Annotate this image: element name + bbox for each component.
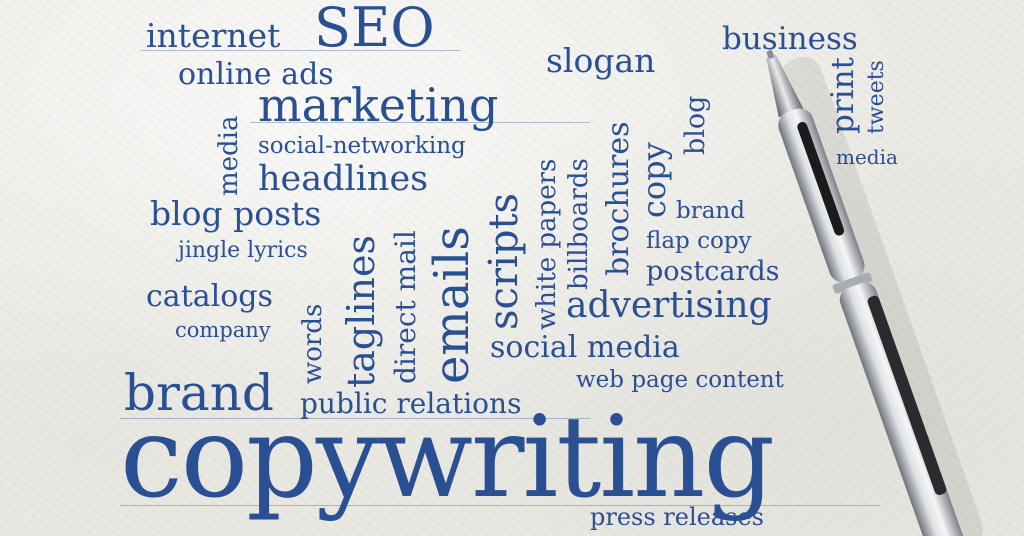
word-brand-small: brand bbox=[676, 198, 745, 224]
word-seo: SEO bbox=[314, 0, 435, 59]
word-public-relations: public relations bbox=[300, 387, 522, 420]
word-online-ads: online ads bbox=[178, 57, 334, 92]
guide-line bbox=[250, 122, 590, 123]
guide-line bbox=[120, 418, 590, 419]
word-web-page-content: web page content bbox=[576, 367, 784, 393]
word-brand-large: brand bbox=[124, 364, 274, 422]
word-social-networking: social-networking bbox=[258, 133, 466, 159]
word-marketing: marketing bbox=[258, 78, 499, 132]
word-postcards: postcards bbox=[646, 256, 780, 287]
word-business: business bbox=[722, 21, 858, 57]
word-copywriting: copywriting bbox=[120, 393, 775, 523]
word-social-media: social media bbox=[490, 330, 680, 365]
word-media-right: media bbox=[836, 145, 898, 169]
word-flap-copy: flap copy bbox=[646, 228, 752, 254]
word-catalogs: catalogs bbox=[146, 279, 273, 314]
guide-line bbox=[120, 505, 880, 506]
word-headlines: headlines bbox=[258, 159, 429, 199]
word-blog-posts: blog posts bbox=[150, 194, 322, 233]
word-slogan: slogan bbox=[546, 41, 656, 80]
word-press-releases: press releases bbox=[590, 503, 764, 531]
word-advertising: advertising bbox=[566, 285, 772, 326]
word-internet: internet bbox=[146, 16, 281, 55]
guide-line bbox=[140, 50, 460, 51]
word-jingle-lyrics: jingle lyrics bbox=[178, 238, 308, 263]
word-company: company bbox=[175, 318, 271, 342]
